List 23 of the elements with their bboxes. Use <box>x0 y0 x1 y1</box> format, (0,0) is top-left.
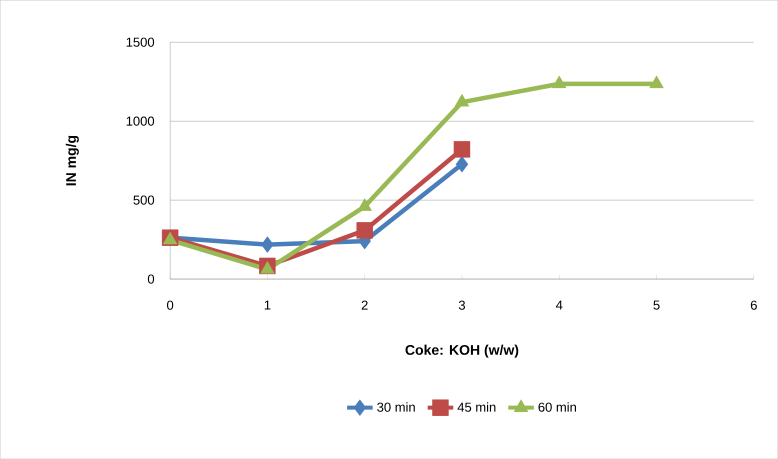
x-tick-label: 4 <box>556 300 562 310</box>
y-tick-label: 1000 <box>126 116 154 126</box>
point <box>454 94 470 106</box>
y-tick-label: 500 <box>133 195 154 205</box>
x-tick-label: 3 <box>458 300 466 310</box>
y-tick-label: 0 <box>148 274 154 284</box>
point <box>356 222 373 239</box>
point <box>454 141 470 158</box>
x-tick-label: 5 <box>653 300 660 310</box>
point <box>552 76 566 88</box>
point <box>261 236 274 253</box>
y-tick-label: 1500 <box>126 37 154 47</box>
x-tick-label: 0 <box>167 300 174 310</box>
x-tick-label: 6 <box>750 300 757 310</box>
x-tick-label: 1 <box>264 300 270 310</box>
point <box>649 76 664 88</box>
point <box>456 156 468 172</box>
x-axis-title: Coke: KOH (w/w) <box>406 344 518 358</box>
legend-label: 45 min <box>458 402 496 412</box>
y-axis-title: IN mg/g <box>66 136 79 186</box>
legend-label: 60 min <box>538 402 576 412</box>
x-tick-label: 2 <box>362 300 368 310</box>
legend-label: 30 min <box>377 402 415 412</box>
